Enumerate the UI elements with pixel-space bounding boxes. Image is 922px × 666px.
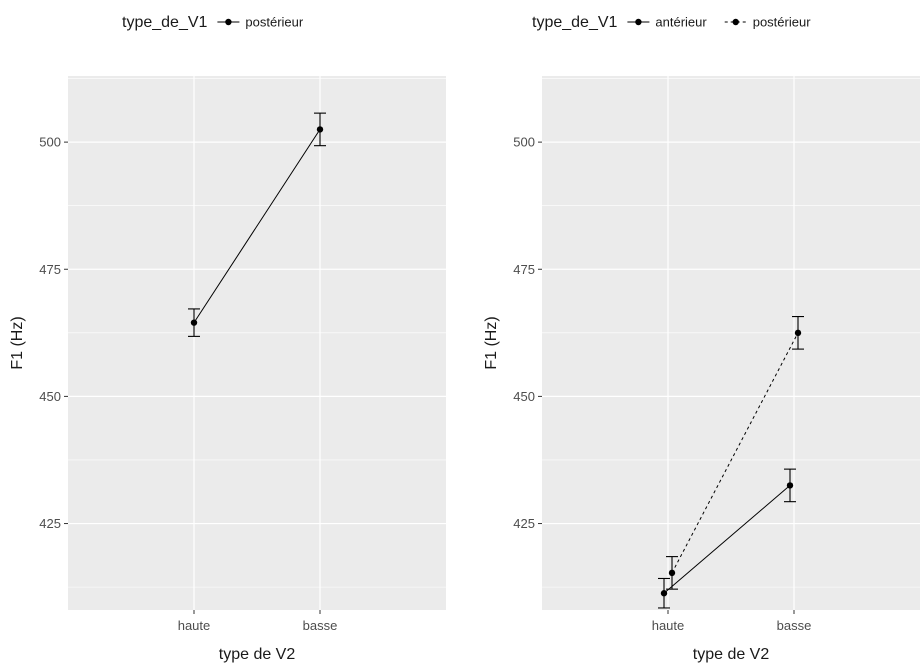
y-tick-label: 450 xyxy=(513,389,535,404)
legend-label: antérieur xyxy=(655,15,707,30)
y-tick-label: 475 xyxy=(513,262,535,277)
series-1 xyxy=(188,112,326,337)
data-point xyxy=(786,482,794,489)
data-point xyxy=(190,319,198,326)
chart-panel-2: 425 450 475 500 haute basse type de V2 F1 (Hz) t… xyxy=(483,14,920,663)
chart-panel-1: 425 450 475 500 haute basse type de V2 F1 (Hz) t… xyxy=(9,14,446,663)
plot-background xyxy=(542,76,920,610)
series-line xyxy=(663,485,791,594)
x-tick-label: basse xyxy=(777,618,812,633)
y-tick-label: 475 xyxy=(39,262,61,277)
plot-background xyxy=(68,76,446,610)
series-line xyxy=(193,129,321,323)
y-axis-title: F1 (Hz) xyxy=(483,316,500,369)
x-tick-label: basse xyxy=(303,618,338,633)
data-point xyxy=(794,329,802,337)
x-tick-label: haute xyxy=(652,618,685,633)
series-2 xyxy=(666,316,804,590)
legend: type_de_V1 postérieur xyxy=(122,14,304,31)
y-tick-label: 500 xyxy=(513,135,535,150)
y-tick-label: 425 xyxy=(513,516,535,531)
legend-title: type_de_V1 xyxy=(122,14,208,31)
x-axis-title: type de V2 xyxy=(693,646,770,663)
legend-key-point xyxy=(225,18,232,26)
data-point xyxy=(316,126,324,133)
data-point xyxy=(660,590,668,597)
x-tick-label: haute xyxy=(178,618,211,633)
y-tick-label: 450 xyxy=(39,389,61,404)
series-1 xyxy=(658,468,796,609)
legend-title: type_de_V1 xyxy=(532,14,618,31)
legend-label: postérieur xyxy=(245,15,303,30)
y-tick-label: 500 xyxy=(39,135,61,150)
legend-label: postérieur xyxy=(753,15,811,30)
data-point xyxy=(668,569,676,577)
legend: type_de_V1 antérieur postérieur xyxy=(532,14,811,31)
legend-key-point xyxy=(732,18,739,26)
x-axis-title: type de V2 xyxy=(219,646,296,663)
y-tick-label: 425 xyxy=(39,516,61,531)
y-axis-title: F1 (Hz) xyxy=(9,316,26,369)
legend-key-point xyxy=(635,18,642,26)
